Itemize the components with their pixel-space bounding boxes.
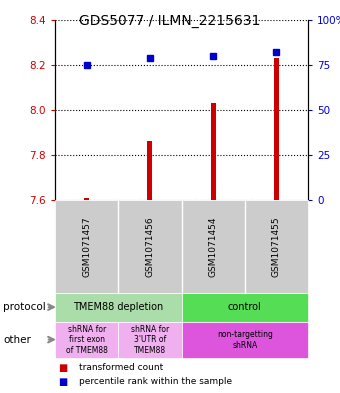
Text: shRNA for
first exon
of TMEM88: shRNA for first exon of TMEM88: [66, 325, 107, 355]
Text: percentile rank within the sample: percentile rank within the sample: [79, 378, 232, 386]
Text: control: control: [228, 303, 261, 312]
Text: shRNA for
3'UTR of
TMEM88: shRNA for 3'UTR of TMEM88: [131, 325, 169, 355]
Text: other: other: [3, 335, 31, 345]
Bar: [84, 198, 89, 200]
Bar: [147, 141, 152, 200]
Text: GSM1071457: GSM1071457: [82, 216, 91, 277]
Text: TMEM88 depletion: TMEM88 depletion: [73, 303, 164, 312]
Bar: [274, 58, 279, 200]
Text: protocol: protocol: [3, 303, 46, 312]
Text: GSM1071454: GSM1071454: [209, 216, 218, 277]
Text: ■: ■: [58, 363, 68, 373]
Text: GSM1071456: GSM1071456: [146, 216, 154, 277]
Text: GSM1071455: GSM1071455: [272, 216, 281, 277]
Text: non-targetting
shRNA: non-targetting shRNA: [217, 330, 273, 350]
Bar: [210, 103, 216, 200]
Text: transformed count: transformed count: [79, 364, 163, 373]
Text: ■: ■: [58, 377, 68, 387]
Text: GDS5077 / ILMN_2215631: GDS5077 / ILMN_2215631: [79, 14, 261, 28]
